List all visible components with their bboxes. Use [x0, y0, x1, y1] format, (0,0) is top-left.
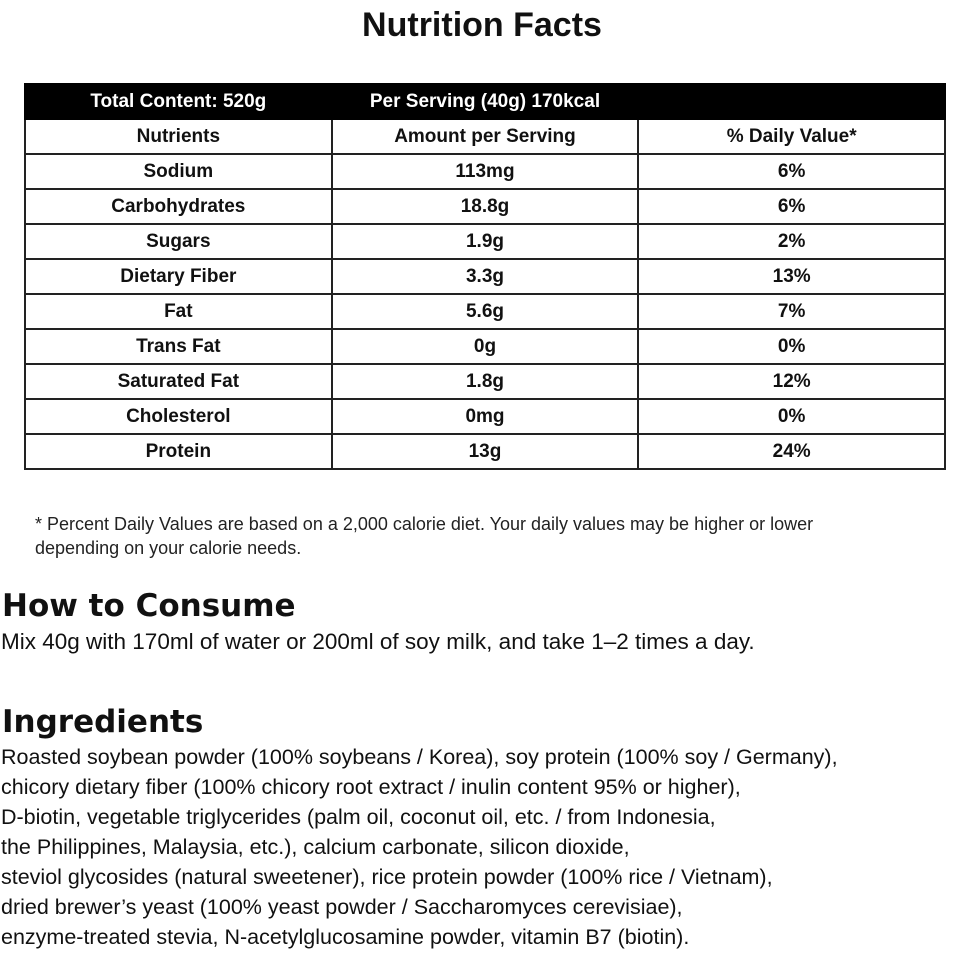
ingredient-line: enzyme-treated stevia, N-acetylglucosami… [1, 925, 690, 949]
ingredient-line: D-biotin, vegetable triglycerides (palm … [1, 805, 716, 829]
table-row: Sodium 113mg 6% [24, 153, 946, 190]
table-cell: Dietary Fiber [24, 258, 333, 295]
table-cell: Protein [24, 433, 333, 470]
table-cell: 113mg [330, 153, 640, 190]
table-cell: 0% [637, 398, 946, 435]
header-cell: % Daily Value* [637, 118, 946, 155]
banner-cell [637, 83, 946, 120]
header-cell: Nutrients [24, 118, 333, 155]
nutrition-table: Total Content: 520g Per Serving (40g) 170… [24, 83, 946, 470]
table-cell: Sugars [24, 223, 333, 260]
table-row: Dietary Fiber 3.3g 13% [24, 258, 946, 295]
banner-cell: Total Content: 520g [24, 83, 333, 120]
table-cell: Fat [24, 293, 333, 330]
table-row: Cholesterol 0mg 0% [24, 398, 946, 435]
header-row: Nutrients Amount per Serving% Daily Value… [24, 118, 946, 155]
table-row: Fat 5.6g 7% [24, 293, 946, 330]
section-heading: How to Consume [2, 588, 296, 624]
table-cell: Saturated Fat [24, 363, 333, 400]
table-row: Trans Fat 0g 0% [24, 328, 946, 365]
table-cell: 18.8g [330, 188, 640, 225]
table-cell: Trans Fat [24, 328, 333, 365]
banner-row: Total Content: 520g Per Serving (40g) 170… [24, 83, 946, 120]
table-cell: 0mg [330, 398, 640, 435]
title: Nutrition Facts [362, 6, 602, 44]
table-cell: 13g [330, 433, 640, 470]
table-cell: 7% [637, 293, 946, 330]
banner-cell: Per Serving (40g) 170kcal [330, 83, 640, 120]
header-cell: Amount per Serving [330, 118, 640, 155]
table-row: Sugars 1.9g 2% [24, 223, 946, 260]
table-cell: 13% [637, 258, 946, 295]
table-cell: Cholesterol [24, 398, 333, 435]
table-cell: 24% [637, 433, 946, 470]
table-row: Saturated Fat 1.8g 12% [24, 363, 946, 400]
table-cell: 3.3g [330, 258, 640, 295]
ingredient-line: dried brewer’s yeast (100% yeast powder … [1, 895, 683, 919]
table-cell: 6% [637, 153, 946, 190]
table-cell: 1.9g [330, 223, 640, 260]
section-heading: Ingredients [2, 704, 204, 740]
ingredient-line: the Philippines, Malaysia, etc.), calciu… [1, 835, 630, 859]
table-cell: 5.6g [330, 293, 640, 330]
table-cell: 0g [330, 328, 640, 365]
ingredient-line: steviol glycosides (natural sweetener), … [1, 865, 773, 889]
table-cell: Carbohydrates [24, 188, 333, 225]
footnote: depending on your calorie needs. [35, 538, 302, 558]
table-cell: 6% [637, 188, 946, 225]
table-cell: 1.8g [330, 363, 640, 400]
table-cell: 2% [637, 223, 946, 260]
table-cell: 12% [637, 363, 946, 400]
ingredient-line: chicory dietary fiber (100% chicory root… [1, 775, 741, 799]
consume-text: Mix 40g with 170ml of water or 200ml of … [1, 629, 755, 654]
table-row: Carbohydrates 18.8g 6% [24, 188, 946, 225]
table-cell: 0% [637, 328, 946, 365]
table-cell: Sodium [24, 153, 333, 190]
ingredient-line: Roasted soybean powder (100% soybeans / … [1, 745, 838, 769]
footnote: * Percent Daily Values are based on a 2,… [35, 514, 814, 534]
table-row: Protein 13g 24% [24, 433, 946, 470]
